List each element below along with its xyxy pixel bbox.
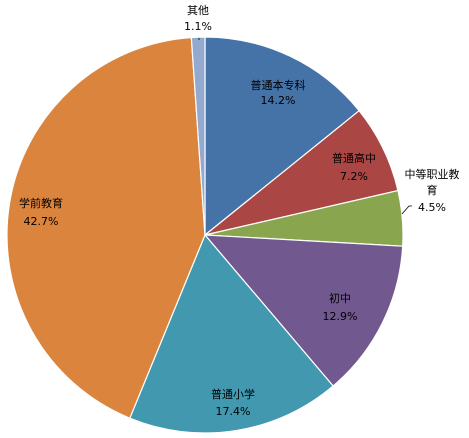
- slice-label-value-secondary-vocational: 4.5%: [418, 201, 446, 214]
- slice-label-name-secondary-vocational-line1: 中等职业教: [405, 167, 460, 181]
- slice-labels: 普通本专科 14.2% 普通高中 7.2% 中等职业教 育 4.5% 初中 12…: [19, 4, 460, 418]
- leader-lines: [198, 38, 412, 215]
- pie-slices: [6, 36, 404, 434]
- slice-label-value-junior-high: 12.9%: [323, 310, 358, 323]
- slice-label-name-preschool: 学前教育: [19, 196, 63, 210]
- slice-preschool: [6, 36, 206, 419]
- slice-primary-school: [129, 233, 334, 434]
- slice-label-name-junior-high: 初中: [329, 291, 351, 305]
- slice-other: [190, 36, 206, 236]
- slice-label-value-high-school: 7.2%: [340, 170, 368, 183]
- slice-junior-high: [203, 234, 404, 387]
- slice-label-name-secondary-vocational-line2: 育: [427, 183, 438, 197]
- leader-line-secondary-vocational: [401, 205, 412, 215]
- slice-label-name-primary-school: 普通小学: [211, 387, 255, 401]
- slice-label-name-high-school: 普通高中: [332, 151, 376, 165]
- slice-label-value-undergrad: 14.2%: [261, 94, 296, 107]
- slice-label-name-undergrad: 普通本专科: [251, 78, 306, 92]
- slice-label-value-other: 1.1%: [184, 20, 212, 33]
- slice-label-name-other: 其他: [187, 4, 209, 17]
- slice-undergrad: [204, 36, 360, 237]
- slice-label-value-preschool: 42.7%: [24, 215, 59, 228]
- slice-label-value-primary-school: 17.4%: [216, 405, 251, 418]
